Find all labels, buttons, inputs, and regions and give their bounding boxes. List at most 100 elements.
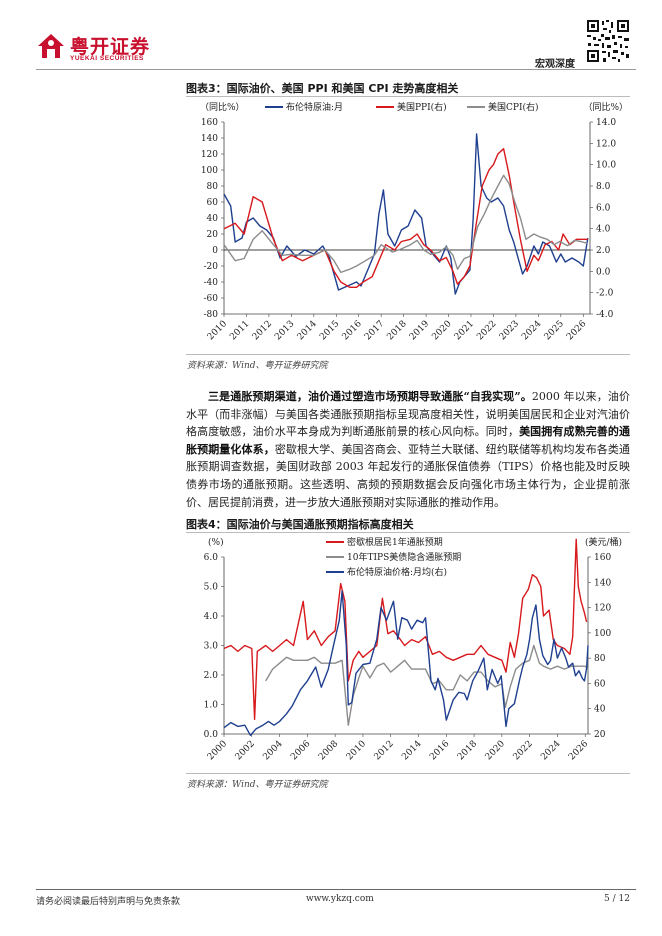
fig4-left-tick-label: 5.0 bbox=[204, 583, 219, 593]
fig4-legend-label: 布伦特原油价格:月均(右) bbox=[347, 566, 447, 578]
fig4-left-tick-label: 4.0 bbox=[204, 612, 219, 622]
fig3-left-tick-label: 120 bbox=[201, 150, 218, 160]
figure3-source: 资料来源：Wind、粤开证券研究院 bbox=[187, 361, 328, 371]
fig4-x-tick-label: 2014 bbox=[400, 739, 423, 762]
fig3-right-tick-label: 12.0 bbox=[596, 139, 616, 149]
paragraph-lead: 三是通胀预期渠道，油价通过塑造市场预期导致通胀“自我实现”。 bbox=[208, 390, 532, 403]
fig4-x-tick-label: 2016 bbox=[428, 739, 451, 762]
fig3-legend-label: 布伦特原油:月 bbox=[286, 101, 343, 113]
fig4-x-tick-label: 2018 bbox=[456, 739, 479, 762]
fig3-right-tick-label: -2.0 bbox=[596, 289, 614, 299]
fig4-left-tick-label: 2.0 bbox=[204, 671, 219, 681]
fig3-x-tick-label: 2019 bbox=[408, 319, 431, 342]
fig4-x-tick-label: 2004 bbox=[261, 739, 284, 762]
fig3-left-tick-label: 0 bbox=[212, 246, 218, 256]
fig3-left-unit: （同比%） bbox=[200, 101, 245, 113]
footer-divider bbox=[36, 889, 636, 890]
fig3-right-tick-label: 2.0 bbox=[596, 246, 611, 256]
fig3-x-tick-label: 2014 bbox=[296, 319, 319, 342]
fig3-x-tick-label: 2015 bbox=[318, 319, 341, 342]
fig3-x-tick-label: 2018 bbox=[385, 319, 408, 342]
fig4-x-tick-label: 2000 bbox=[206, 739, 229, 762]
fig3-x-tick-label: 2011 bbox=[228, 319, 251, 342]
fig4-left-tick-label: 1.0 bbox=[204, 701, 219, 711]
qr-code-icon bbox=[585, 18, 631, 64]
body-paragraph: 三是通胀预期渠道，油价通过塑造市场预期导致通胀“自我实现”。2000 年以来，油… bbox=[186, 388, 630, 511]
fig3-series-line-1 bbox=[223, 133, 589, 295]
fig3-right-tick-label: 8.0 bbox=[596, 182, 611, 192]
fig3-left-tick-label: -20 bbox=[204, 262, 219, 272]
fig4-right-tick-label: 140 bbox=[594, 578, 611, 588]
fig3-x-tick-label: 2012 bbox=[251, 319, 274, 342]
fig4-left-tick-label: 6.0 bbox=[204, 553, 219, 563]
footer-url[interactable]: www.ykzq.com bbox=[306, 894, 374, 904]
fig3-x-tick-label: 2021 bbox=[453, 319, 476, 342]
fig4-x-tick-label: 2026 bbox=[567, 739, 590, 762]
fig3-x-tick-label: 2016 bbox=[341, 319, 364, 342]
fig4-series-line-1 bbox=[223, 538, 588, 721]
fig3-right-tick-label: 4.0 bbox=[596, 225, 611, 235]
fig4-x-tick-label: 2008 bbox=[317, 739, 340, 762]
fig4-x-tick-label: 2022 bbox=[512, 739, 535, 762]
figure4-chart: 6.0 5.0 4.0 3.0 2.0 1.0 0.0 160 140 120 100 80 60 40 2… bbox=[204, 536, 622, 762]
fig3-left-tick-label: 80 bbox=[207, 182, 219, 192]
fig3-left-tick-label: 40 bbox=[207, 214, 219, 224]
fig3-right-tick-label: -4.0 bbox=[596, 310, 614, 320]
fig3-x-tick-label: 2023 bbox=[498, 319, 521, 342]
fig3-left-tick-label: 60 bbox=[207, 198, 219, 208]
fig4-left-tick-label: 0.0 bbox=[204, 730, 219, 740]
fig4-legend-label: 10年TIPS美债隐含通胀预期 bbox=[347, 551, 461, 563]
fig3-series-line-2 bbox=[223, 148, 588, 289]
fig4-right-tick-label: 120 bbox=[594, 604, 611, 614]
fig3-left-tick-label: -60 bbox=[204, 294, 219, 304]
fig3-left-tick-label: -80 bbox=[204, 310, 219, 320]
fig4-right-unit: (美元/桶) bbox=[585, 536, 622, 548]
fig3-left-tick-label: 140 bbox=[201, 134, 218, 144]
fig3-right-tick-label: 14.0 bbox=[596, 118, 616, 128]
fig3-legend-label: 美国CPI(右) bbox=[488, 101, 539, 113]
fig4-x-tick-label: 2002 bbox=[234, 739, 257, 762]
fig3-x-tick-label: 2020 bbox=[430, 319, 453, 342]
figure4-source-rule bbox=[186, 773, 630, 774]
fig3-x-tick-label: 2013 bbox=[273, 319, 296, 342]
fig3-right-tick-label: 10.0 bbox=[596, 161, 616, 171]
figure4-title-rule bbox=[186, 532, 630, 533]
figure3-source-rule bbox=[186, 354, 630, 355]
fig4-legend-label: 密歇根居民1年通胀预期 bbox=[347, 536, 443, 548]
logo-english: YUEKAI SECURITIES bbox=[70, 55, 144, 62]
fig3-left-tick-label: -40 bbox=[204, 278, 219, 288]
fig4-x-tick-label: 2006 bbox=[289, 739, 312, 762]
fig4-right-tick-label: 20 bbox=[594, 730, 606, 740]
logo-chinese: 粤开证券 bbox=[70, 37, 151, 58]
fig4-x-tick-label: 2020 bbox=[484, 739, 507, 762]
figure3-title: 图表3：国际油价、美国 PPI 和美国 CPI 走势高度相关 bbox=[186, 82, 459, 95]
figure3-chart: 160 140 120 100 80 60 40 20 0 -20 -40 -60 -80 14.0 12.… bbox=[200, 101, 628, 342]
fig4-left-unit: (%) bbox=[208, 537, 224, 548]
fig3-right-tick-label: 6.0 bbox=[596, 203, 611, 213]
fig4-series-line-3 bbox=[223, 590, 589, 737]
footer-page-number: 5 / 12 bbox=[604, 894, 630, 904]
fig4-x-tick-label: 2012 bbox=[373, 739, 396, 762]
logo-mark-icon bbox=[38, 34, 64, 58]
fig3-x-tick-label: 2010 bbox=[206, 319, 229, 342]
fig3-x-tick-label: 2026 bbox=[565, 319, 588, 342]
fig3-x-tick-label: 2025 bbox=[543, 319, 566, 342]
fig3-series-line-3 bbox=[223, 174, 589, 274]
fig4-series-line-2 bbox=[265, 644, 589, 726]
section-label: 宏观深度 bbox=[535, 59, 575, 70]
fig4-right-tick-label: 160 bbox=[594, 553, 611, 563]
fig4-x-tick-label: 2024 bbox=[539, 739, 562, 762]
fig3-x-tick-label: 2017 bbox=[363, 319, 386, 342]
footer-disclaimer: 请务必阅读最后特别声明与免责条款 bbox=[36, 897, 181, 907]
fig4-x-tick-label: 2010 bbox=[345, 739, 368, 762]
fig4-right-tick-label: 40 bbox=[594, 705, 606, 715]
paragraph-bold-2: 美国拥有成熟完善的通胀预期量化体系， bbox=[186, 425, 631, 456]
fig4-right-tick-label: 80 bbox=[594, 654, 606, 664]
brand-logo: 粤开证券 YUEKAI SECURITIES bbox=[36, 30, 161, 66]
fig3-right-unit: （同比%） bbox=[583, 101, 628, 113]
figure4-title: 图表4：国际油价与美国通胀预期指标高度相关 bbox=[186, 518, 414, 531]
header-divider bbox=[36, 69, 636, 70]
fig3-left-tick-label: 100 bbox=[201, 166, 218, 176]
fig4-left-tick-label: 3.0 bbox=[204, 642, 219, 652]
fig4-right-tick-label: 100 bbox=[594, 629, 611, 639]
